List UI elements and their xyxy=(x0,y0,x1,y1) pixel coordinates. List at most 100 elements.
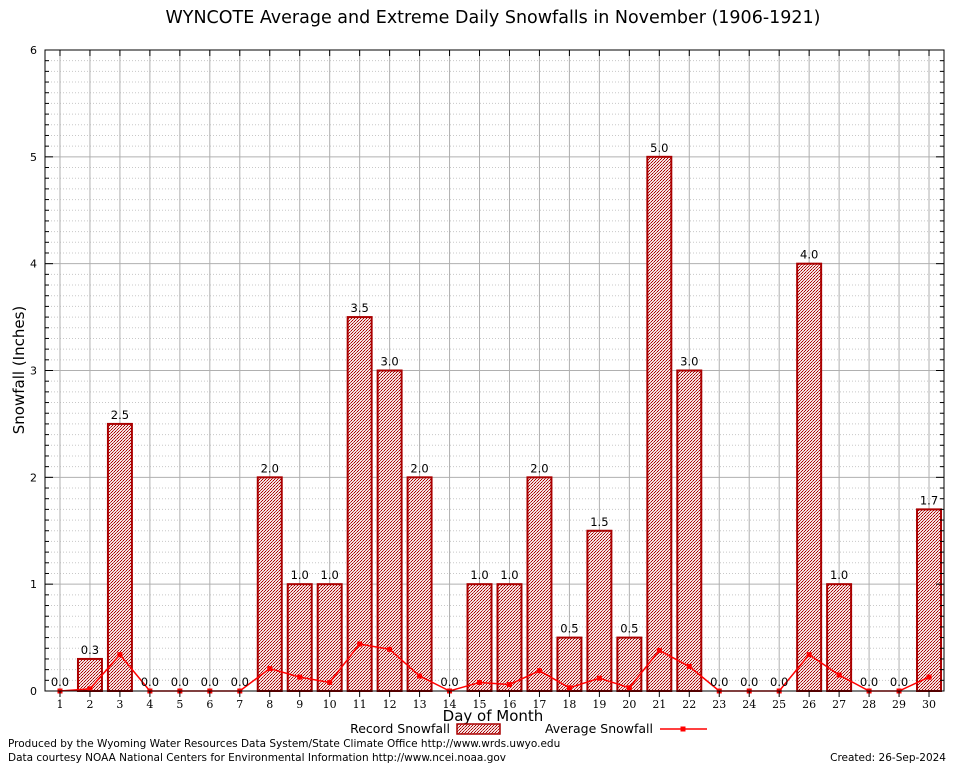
x-tick-label: 5 xyxy=(176,698,183,711)
value-label-day-28: 0.0 xyxy=(860,675,878,689)
record-snowfall-bars xyxy=(76,155,943,693)
x-tick-label: 26 xyxy=(802,698,816,711)
y-tick-label: 6 xyxy=(30,44,37,57)
x-tick-label: 12 xyxy=(383,698,397,711)
value-label-day-8: 2.0 xyxy=(261,461,279,475)
x-tick-label: 14 xyxy=(443,698,457,711)
value-label-day-16: 1.0 xyxy=(500,568,518,582)
y-tick-label: 2 xyxy=(30,471,37,484)
average-marker-day-27 xyxy=(836,672,842,678)
record-bar-day-8 xyxy=(256,476,283,693)
legend-label-average: Average Snowfall xyxy=(545,721,653,736)
x-tick-label: 16 xyxy=(502,698,516,711)
average-marker-day-8 xyxy=(267,666,273,672)
value-label-day-30: 1.7 xyxy=(920,493,938,507)
value-label-day-10: 1.0 xyxy=(321,568,339,582)
y-tick-label: 3 xyxy=(30,365,37,378)
value-label-day-7: 0.0 xyxy=(231,675,249,689)
value-label-day-24: 0.0 xyxy=(740,675,758,689)
value-label-day-26: 4.0 xyxy=(800,248,818,262)
x-tick-label: 28 xyxy=(862,698,876,711)
value-label-day-2: 0.3 xyxy=(81,643,99,657)
value-label-day-17: 2.0 xyxy=(530,461,548,475)
x-tick-label: 25 xyxy=(772,698,786,711)
value-label-day-15: 1.0 xyxy=(470,568,488,582)
x-tick-label: 23 xyxy=(712,698,726,711)
x-tick-label: 9 xyxy=(296,698,303,711)
record-bar-day-10 xyxy=(316,583,343,693)
x-tick-label: 18 xyxy=(562,698,576,711)
x-axis-label: Day of Month xyxy=(443,707,544,725)
average-marker-day-18 xyxy=(566,685,572,691)
record-bar-day-12 xyxy=(376,369,403,692)
x-tick-label: 24 xyxy=(742,698,756,711)
bar-value-labels: 0.0 0.3 2.5 0.0 0.0 0.0 0.0 2.0 1.0 1.0 3.5 3.0 2.0 0… xyxy=(51,141,938,689)
average-marker-day-3 xyxy=(117,652,123,658)
x-tick-label: 4 xyxy=(146,698,153,711)
value-label-day-25: 0.0 xyxy=(770,675,788,689)
y-axis-label: Snowfall (Inches) xyxy=(10,306,28,434)
value-label-day-9: 1.0 xyxy=(291,568,309,582)
y-tick-label: 5 xyxy=(30,151,37,164)
average-marker-day-2 xyxy=(87,686,93,692)
value-label-day-21: 5.0 xyxy=(650,141,668,155)
chart-title: WYNCOTE Average and Extreme Daily Snowfa… xyxy=(165,8,821,28)
x-tick-label: 2 xyxy=(86,698,93,711)
record-bar-day-30 xyxy=(916,508,943,692)
value-label-day-22: 3.0 xyxy=(680,355,698,369)
value-label-day-18: 0.5 xyxy=(560,622,578,636)
value-label-day-29: 0.0 xyxy=(890,675,908,689)
legend-marker-average xyxy=(680,726,686,732)
x-tick-label: 15 xyxy=(473,698,487,711)
record-bar-day-19 xyxy=(586,529,613,692)
x-tick-label: 22 xyxy=(682,698,696,711)
legend: Record Snowfall Average Snowfall xyxy=(350,721,707,736)
value-label-day-3: 2.5 xyxy=(111,408,129,422)
record-bar-day-16 xyxy=(496,583,523,693)
x-tick-label: 29 xyxy=(892,698,906,711)
x-tick-label: 21 xyxy=(652,698,666,711)
value-label-day-11: 3.5 xyxy=(351,301,369,315)
x-tick-label: 11 xyxy=(353,698,367,711)
record-bar-day-20 xyxy=(616,636,643,692)
record-bar-day-21 xyxy=(646,155,673,693)
average-marker-day-12 xyxy=(387,646,393,652)
value-label-day-27: 1.0 xyxy=(830,568,848,582)
average-marker-day-9 xyxy=(297,674,303,680)
average-marker-day-17 xyxy=(536,668,542,674)
x-tick-label: 17 xyxy=(532,698,546,711)
x-tick-label: 13 xyxy=(413,698,427,711)
record-bar-day-13 xyxy=(406,476,433,693)
average-marker-day-16 xyxy=(506,682,512,688)
average-marker-day-26 xyxy=(806,652,812,658)
x-tick-label: 3 xyxy=(116,698,123,711)
legend-swatch-record xyxy=(456,723,501,735)
record-bar-day-3 xyxy=(106,422,133,692)
value-label-day-6: 0.0 xyxy=(201,675,219,689)
x-tick-label: 1 xyxy=(56,698,63,711)
x-tick-label: 10 xyxy=(323,698,337,711)
x-tick-label: 6 xyxy=(206,698,213,711)
value-label-day-12: 3.0 xyxy=(380,355,398,369)
value-label-day-13: 2.0 xyxy=(410,461,428,475)
record-bar-day-17 xyxy=(526,476,553,693)
average-marker-day-15 xyxy=(477,679,483,685)
legend-label-record: Record Snowfall xyxy=(350,721,450,736)
created-date: Created: 26-Sep-2024 xyxy=(830,752,946,764)
x-tick-label: 8 xyxy=(266,698,273,711)
y-tick-label: 1 xyxy=(30,578,37,591)
value-label-day-19: 1.5 xyxy=(590,515,608,529)
value-label-day-1: 0.0 xyxy=(51,675,69,689)
average-marker-day-20 xyxy=(626,685,632,691)
value-label-day-4: 0.0 xyxy=(141,675,159,689)
record-bar-day-26 xyxy=(796,262,823,692)
x-tick-label: 19 xyxy=(592,698,606,711)
x-tick-label: 27 xyxy=(832,698,846,711)
value-label-day-20: 0.5 xyxy=(620,622,638,636)
average-marker-day-10 xyxy=(327,679,333,685)
average-marker-day-11 xyxy=(357,641,363,647)
record-bar-day-15 xyxy=(466,583,493,693)
record-bar-day-11 xyxy=(346,316,373,692)
y-tick-label: 0 xyxy=(30,685,37,698)
